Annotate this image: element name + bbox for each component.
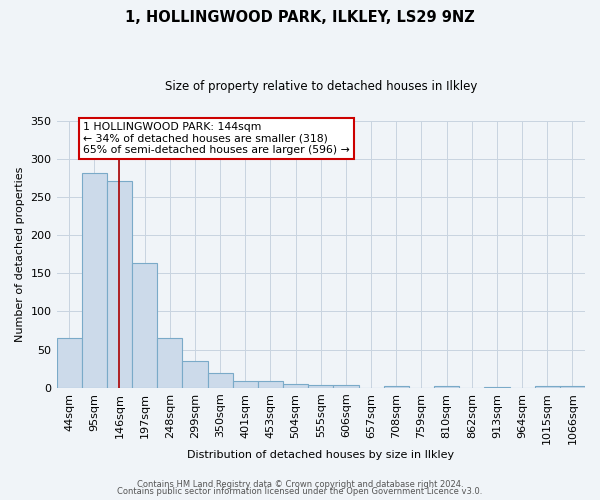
Y-axis label: Number of detached properties: Number of detached properties [15,166,25,342]
Bar [82,173,107,388]
Text: Contains HM Land Registry data © Crown copyright and database right 2024.: Contains HM Land Registry data © Crown c… [137,480,463,489]
Bar [208,372,233,388]
Bar [484,387,509,388]
X-axis label: Distribution of detached houses by size in Ilkley: Distribution of detached houses by size … [187,450,454,460]
Bar [560,386,585,388]
Bar [132,264,157,388]
Bar [308,385,334,388]
Bar [107,181,132,388]
Text: 1 HOLLINGWOOD PARK: 144sqm
← 34% of detached houses are smaller (318)
65% of sem: 1 HOLLINGWOOD PARK: 144sqm ← 34% of deta… [83,122,350,155]
Text: 1, HOLLINGWOOD PARK, ILKLEY, LS29 9NZ: 1, HOLLINGWOOD PARK, ILKLEY, LS29 9NZ [125,10,475,25]
Text: Contains public sector information licensed under the Open Government Licence v3: Contains public sector information licen… [118,487,482,496]
Bar [157,338,182,388]
Bar [56,338,82,388]
Bar [434,386,459,388]
Bar [383,386,409,388]
Bar [258,381,283,388]
Bar [182,361,208,388]
Bar [535,386,560,388]
Bar [283,384,308,388]
Bar [233,381,258,388]
Bar [334,385,359,388]
Title: Size of property relative to detached houses in Ilkley: Size of property relative to detached ho… [164,80,477,93]
